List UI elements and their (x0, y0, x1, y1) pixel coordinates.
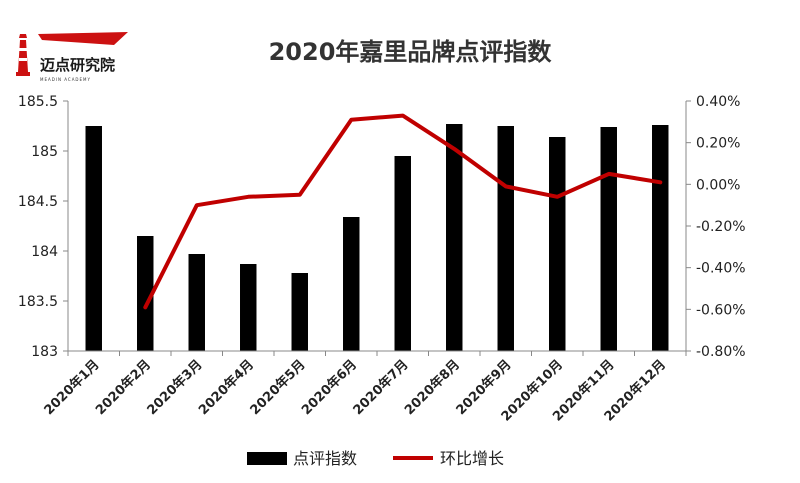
right-y-axis: -0.80% -0.60% -0.40% -0.20% 0.00% 0.20% 0.40% (685, 94, 746, 360)
bar-10 (549, 137, 566, 351)
legend-bar-label: 点评指数 (293, 449, 357, 468)
bar-9 (497, 126, 514, 351)
right-tick-label: -0.60% (696, 302, 746, 318)
bar-8 (446, 124, 463, 351)
bar-1 (85, 126, 102, 351)
bar-3 (188, 254, 205, 351)
legend: 点评指数 环比增长 (247, 449, 504, 468)
logo-subtitle: MEADIN ACADEMY (40, 77, 91, 82)
lighthouse-icon (16, 34, 30, 76)
logo-red-banner (38, 32, 128, 45)
growth-line (143, 113, 663, 310)
bar-4 (240, 264, 257, 351)
bar-6 (343, 217, 360, 351)
left-tick-label: 185.5 (18, 94, 58, 110)
x-axis: 2020年1月2020年2月2020年3月2020年4月2020年5月2020年… (41, 350, 687, 425)
bar-12 (652, 125, 669, 351)
right-tick-label: 0.20% (696, 136, 740, 152)
right-tick-label: 0.40% (696, 94, 740, 110)
brand-logo: 迈点研究院 MEADIN ACADEMY (16, 32, 128, 82)
left-tick-label: 185 (31, 144, 58, 160)
left-tick-label: 184 (31, 244, 58, 260)
right-tick-label: -0.80% (696, 344, 746, 360)
left-tick-label: 183 (31, 344, 58, 360)
right-tick-label: -0.40% (696, 261, 746, 277)
logo-name: 迈点研究院 (40, 56, 115, 74)
legend-line-label: 环比增长 (440, 449, 504, 468)
bar-2 (137, 236, 154, 351)
bar-11 (600, 127, 617, 351)
chart-title: 2020年嘉里品牌点评指数 (269, 38, 553, 66)
plot-area (85, 113, 669, 351)
right-tick-label: -0.20% (696, 219, 746, 235)
legend-bar-swatch (247, 452, 287, 465)
bar-5 (291, 273, 308, 351)
left-y-axis: 183 183.5 184 184.5 185 185.5 (18, 94, 69, 360)
left-tick-label: 183.5 (18, 294, 58, 310)
bar-7 (394, 156, 411, 351)
left-tick-label: 184.5 (18, 194, 58, 210)
right-tick-label: 0.00% (696, 177, 740, 193)
